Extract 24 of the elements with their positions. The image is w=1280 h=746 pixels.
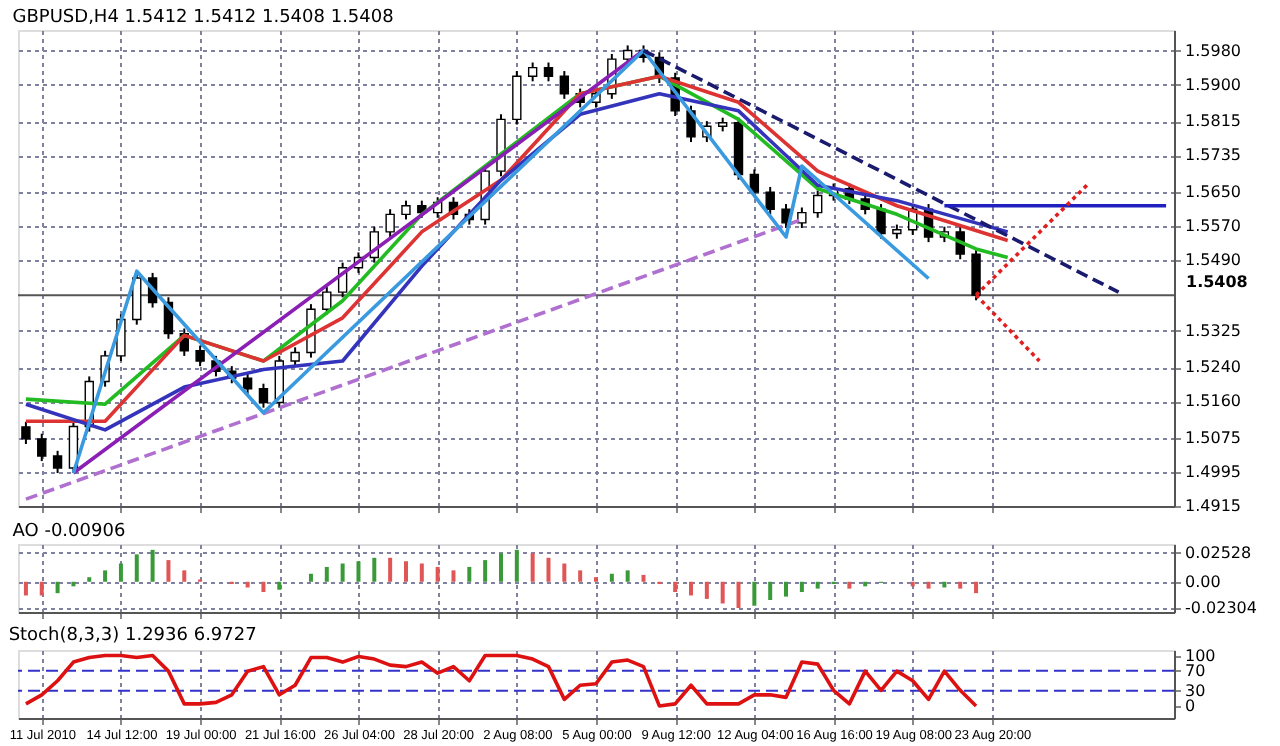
y-tick-label: 100 (1185, 646, 1216, 665)
y-tick-label: 70 (1185, 661, 1206, 680)
y-tick-label: 1.5900 (1185, 75, 1241, 94)
chart-title: GBPUSD,H4 1.5412 1.5412 1.5408 1.5408 (12, 8, 395, 28)
y-tick-label: 1.5490 (1185, 251, 1241, 270)
chart-title: AO -0.00906 (12, 522, 126, 542)
y-tick-label: 1.5240 (1185, 358, 1241, 377)
y-tick-label: 0.02528 (1185, 543, 1252, 562)
y-tick-label: 1.5735 (1185, 146, 1241, 165)
ref-line-label: 1.5408 (1186, 273, 1249, 292)
y-tick-label: 1.4995 (1185, 462, 1241, 481)
y-tick-label: 0 (1185, 696, 1196, 715)
y-tick-label: 0.00 (1185, 572, 1221, 591)
y-tick-label: 1.5980 (1185, 41, 1241, 60)
y-tick-label: 1.5815 (1185, 112, 1241, 131)
y-tick-label: 30 (1185, 681, 1206, 700)
y-tick-label: -0.02304 (1185, 599, 1257, 618)
y-tick-label: 1.5160 (1185, 392, 1241, 411)
y-tick-label: 1.5075 (1185, 428, 1241, 447)
y-tick-label: 1.4915 (1185, 497, 1241, 515)
y-tick-label: 1.5325 (1185, 321, 1241, 340)
chart-title: Stoch(8,3,3) 1.2936 6.9727 (8, 625, 257, 646)
y-tick-label: 1.5650 (1185, 182, 1241, 201)
y-tick-label: 1.5570 (1185, 216, 1241, 235)
